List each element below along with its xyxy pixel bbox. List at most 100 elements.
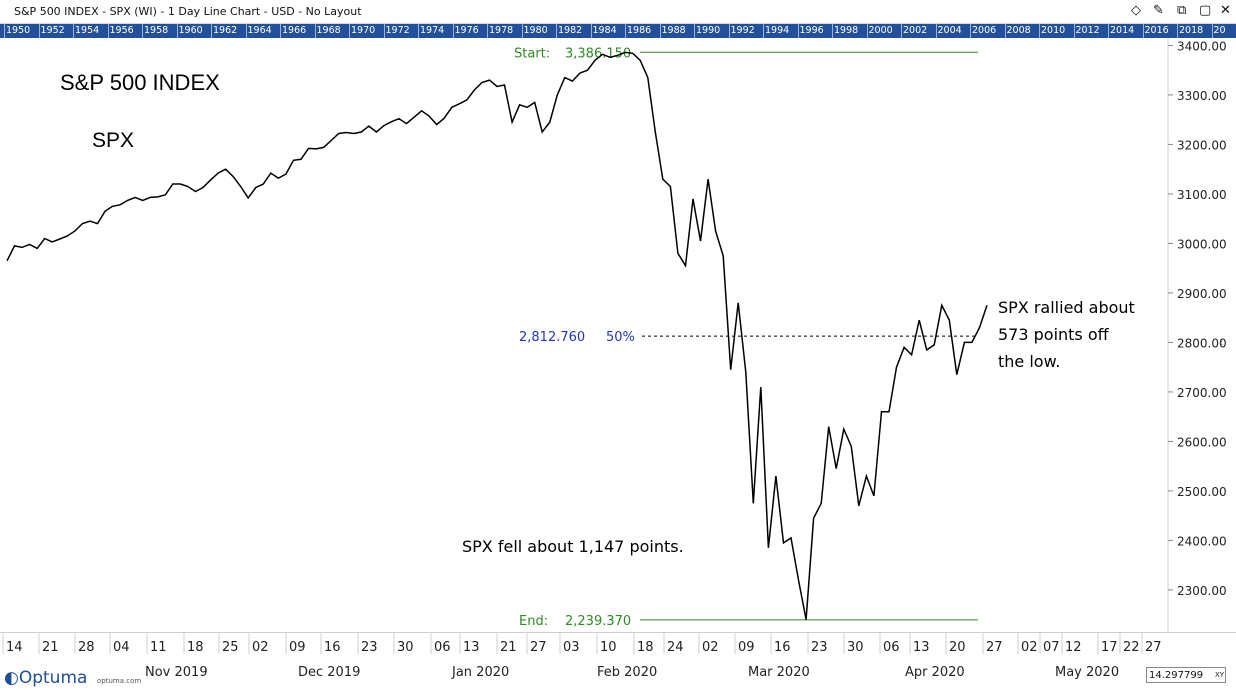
retracement-mid-pct: 50%: [606, 330, 635, 345]
year-label[interactable]: 1982: [558, 25, 583, 36]
year-label[interactable]: 1990: [696, 25, 721, 36]
x-day-label: 23: [811, 640, 828, 655]
year-label[interactable]: 1986: [627, 25, 652, 36]
year-label[interactable]: 1972: [385, 25, 410, 36]
x-day-label: 03: [563, 640, 580, 655]
x-day-label: 28: [78, 640, 95, 655]
year-label[interactable]: 1962: [213, 25, 238, 36]
x-day-label: 30: [397, 640, 414, 655]
year-tick: [797, 24, 799, 38]
year-label[interactable]: 1988: [661, 25, 686, 36]
retracement-tool[interactable]: Start: 3,386.150 End: 2,239.370 2,812.760 50%: [514, 46, 978, 629]
y-axis: 3400.00 3300.00 3200.00 3100.00 3000.00 2900.…: [1168, 39, 1227, 598]
year-label[interactable]: 1968: [316, 25, 341, 36]
year-tick: [866, 24, 868, 38]
xy-value-field[interactable]: 14.297799: [1146, 667, 1226, 683]
x-day-label: 17: [1101, 640, 1118, 655]
retracement-start-value: 3,386.150: [565, 46, 631, 61]
year-label[interactable]: 1970: [351, 25, 376, 36]
year-tick: [556, 24, 557, 38]
year-tick: [280, 24, 281, 38]
annotation-rallied-line1: SPX rallied about: [998, 298, 1135, 317]
year-label[interactable]: 1980: [523, 25, 548, 36]
year-tick: [176, 24, 178, 38]
x-day-label: 21: [500, 640, 517, 655]
annotation-rallied-line3: the low.: [998, 352, 1060, 371]
year-tick: [1108, 24, 1109, 38]
window-titlebar: S&P 500 INDEX - SPX (WI) - 1 Day Line Ch…: [0, 0, 1236, 24]
y-tick-label: 3300.00: [1177, 89, 1227, 103]
close-icon[interactable]: ✕: [1220, 3, 1231, 18]
x-day-label: 22: [1123, 640, 1140, 655]
year-tick: [245, 24, 247, 38]
year-label[interactable]: 2000: [868, 25, 893, 36]
year-label[interactable]: 1952: [40, 25, 65, 36]
x-day-label: 12: [1065, 640, 1082, 655]
year-label[interactable]: 2016: [1144, 25, 1169, 36]
year-label[interactable]: 1994: [765, 25, 790, 36]
year-label[interactable]: 1974: [420, 25, 445, 36]
x-month-label: Feb 2020: [597, 665, 657, 680]
year-label[interactable]: 2012: [1075, 25, 1100, 36]
maximize-icon[interactable]: ▢: [1199, 3, 1212, 18]
year-label[interactable]: 2018: [1179, 25, 1204, 36]
retracement-mid-value: 2,812.760: [519, 330, 585, 345]
x-month-label: Mar 2020: [748, 665, 810, 680]
year-label[interactable]: 1954: [75, 25, 100, 36]
year-label[interactable]: 1958: [144, 25, 169, 36]
pin-icon[interactable]: ✎: [1153, 3, 1164, 18]
x-day-label: 18: [637, 640, 654, 655]
year-tick: [694, 24, 695, 38]
x-day-label: 25: [222, 640, 239, 655]
diamond-icon[interactable]: ◇: [1131, 3, 1141, 18]
x-day-label: 06: [434, 640, 451, 655]
x-day-label: 23: [361, 640, 378, 655]
scroll-left-icon[interactable]: ‹: [1219, 336, 1224, 349]
x-month-label: Dec 2019: [298, 665, 360, 680]
year-label[interactable]: 1998: [834, 25, 859, 36]
logo-url: optuma.com: [97, 677, 142, 685]
year-label[interactable]: 2014: [1110, 25, 1135, 36]
year-label[interactable]: 1966: [282, 25, 307, 36]
x-day-label: 02: [252, 640, 269, 655]
year-label[interactable]: 2006: [972, 25, 997, 36]
year-tick: [142, 24, 143, 38]
price-chart: 3400.00 3300.00 3200.00 3100.00 3000.00 2900.…: [6, 38, 1227, 632]
year-label[interactable]: 1984: [592, 25, 617, 36]
year-tick: [1177, 24, 1178, 38]
year-label[interactable]: 20: [1213, 25, 1226, 36]
window-title: S&P 500 INDEX - SPX (WI) - 1 Day Line Ch…: [14, 5, 362, 18]
year-tick: [590, 24, 592, 38]
year-label[interactable]: 1992: [730, 25, 755, 36]
year-label[interactable]: 1960: [178, 25, 203, 36]
year-tick: [832, 24, 833, 38]
year-label[interactable]: 1996: [799, 25, 824, 36]
year-label[interactable]: 1978: [489, 25, 514, 36]
x-day-label: 16: [774, 640, 791, 655]
year-label[interactable]: 2004: [937, 25, 962, 36]
year-label[interactable]: 2008: [1006, 25, 1031, 36]
year-tick: [73, 24, 74, 38]
restore-icon[interactable]: ⧉: [1177, 3, 1187, 18]
year-tick: [659, 24, 661, 38]
year-label[interactable]: 2002: [903, 25, 928, 36]
year-label[interactable]: 1956: [109, 25, 134, 36]
x-day-label: 24: [667, 640, 684, 655]
x-month-label: May 2020: [1055, 665, 1119, 680]
year-tick: [935, 24, 937, 38]
x-day-label: 20: [949, 640, 966, 655]
year-tick: [418, 24, 419, 38]
x-day-label: 07: [1043, 640, 1060, 655]
x-month-label: Nov 2019: [145, 665, 208, 680]
x-day-label: 09: [738, 640, 755, 655]
chart-subtitle: SPX: [92, 129, 134, 152]
year-label[interactable]: 1964: [247, 25, 272, 36]
x-day-label: 04: [113, 640, 130, 655]
year-navigator[interactable]: 1950 1952 1954 1956 1958 1960 1962 1964 1966 1968…: [0, 24, 1236, 38]
year-label[interactable]: 2010: [1041, 25, 1066, 36]
year-label[interactable]: 1976: [454, 25, 479, 36]
year-tick: [1004, 24, 1006, 38]
year-label[interactable]: 1950: [6, 25, 31, 36]
year-tick: [970, 24, 971, 38]
x-day-label: 13: [463, 640, 480, 655]
